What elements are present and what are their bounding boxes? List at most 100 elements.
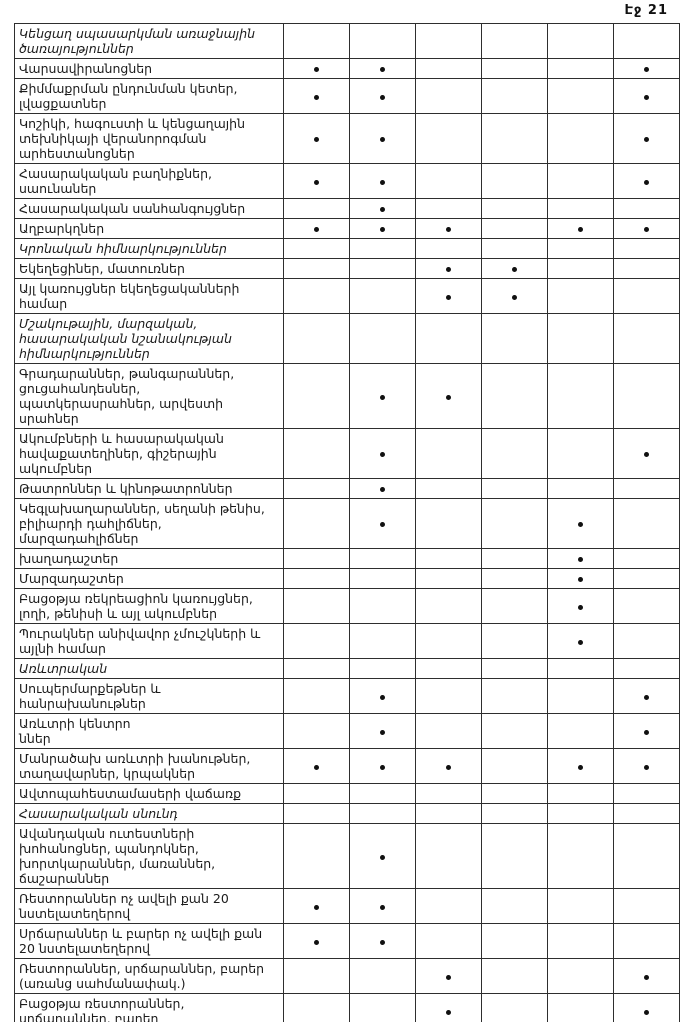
dot-cell <box>547 238 614 259</box>
bullet-dot <box>644 179 649 185</box>
row-label: խաղադաշտեր <box>14 548 284 569</box>
dot-cell <box>283 748 350 784</box>
dot-cell <box>481 478 548 499</box>
dot-cell <box>415 678 482 714</box>
dot-cell <box>349 478 416 499</box>
dot-cell <box>481 568 548 589</box>
dot-cell <box>481 823 548 889</box>
dot-cell <box>613 113 680 164</box>
table-row: Առևտրական <box>14 658 680 679</box>
dot-cell <box>349 278 416 314</box>
row-label: Այլ կառույցներ եկեղեցականների համար <box>14 278 284 314</box>
dot-cell <box>349 313 416 364</box>
dot-cell <box>349 658 416 679</box>
table-row: Բացօթյա ռեկրեացիոն կառույցներ, լողի, թեն… <box>14 588 680 624</box>
dot-cell <box>481 58 548 79</box>
table-row: Ավանդական ուտեստների խոհանոցներ, պանդոկն… <box>14 823 680 889</box>
bullet-dot <box>314 904 319 910</box>
dot-cell <box>415 198 482 219</box>
table-row: Հասարակական սանհանգույցներ <box>14 198 680 219</box>
bullet-dot <box>644 974 649 980</box>
dot-cell <box>349 23 416 59</box>
table-row: Վարսավիրանոցներ <box>14 58 680 79</box>
dot-cell <box>547 113 614 164</box>
bullet-dot <box>314 179 319 185</box>
bullet-dot <box>578 577 583 582</box>
table-row: Կրոնական հիմնարկություններ <box>14 238 680 259</box>
dot-cell <box>349 78 416 114</box>
row-label: Թատրոններ և կինոթատրոններ <box>14 478 284 499</box>
bullet-dot <box>644 227 649 232</box>
dot-cell <box>547 428 614 479</box>
dot-cell <box>547 678 614 714</box>
dot-cell <box>349 783 416 804</box>
table-row: Եկեղեցիներ, մատուռներ <box>14 258 680 279</box>
row-label: Կոշիկի, հագուստի և կենցաղային տեխնիկայի … <box>14 113 284 164</box>
dot-cell <box>481 278 548 314</box>
bullet-dot <box>380 729 385 735</box>
dot-cell <box>283 113 350 164</box>
bullet-dot <box>380 764 385 770</box>
dot-cell <box>481 313 548 364</box>
dot-cell <box>283 993 350 1022</box>
row-label: Վարսավիրանոցներ <box>14 58 284 79</box>
dot-cell <box>613 623 680 659</box>
row-label: Կրոնական հիմնարկություններ <box>14 238 284 259</box>
table-row: Սուպերմարքեթներ և հանրախանութներ <box>14 678 680 714</box>
dot-cell <box>613 993 680 1022</box>
dot-cell <box>415 163 482 199</box>
dot-cell <box>613 678 680 714</box>
row-label: Կենցաղ սպասարկման առաջնային ծառայություն… <box>14 23 284 59</box>
dot-cell <box>283 258 350 279</box>
dot-cell <box>415 78 482 114</box>
dot-cell <box>349 498 416 549</box>
dot-cell <box>547 658 614 679</box>
bullet-dot <box>380 94 385 100</box>
dot-cell <box>547 548 614 569</box>
dot-cell <box>415 238 482 259</box>
dot-cell <box>283 713 350 749</box>
dot-cell <box>547 783 614 804</box>
table-row: խաղադաշտեր <box>14 548 680 569</box>
dot-cell <box>283 588 350 624</box>
row-label: Սուպերմարքեթներ և հանրախանութներ <box>14 678 284 714</box>
dot-cell <box>613 258 680 279</box>
bullet-dot <box>380 137 385 142</box>
dot-cell <box>481 113 548 164</box>
dot-cell <box>349 958 416 994</box>
bullet-dot <box>380 694 385 700</box>
table-row: Ակումբների և հասարակական հավաքատեղիներ, … <box>14 428 680 479</box>
bullet-dot <box>380 207 385 212</box>
dot-cell <box>481 588 548 624</box>
dot-cell <box>481 23 548 59</box>
table-row: Առևտրի կենտրո ններ <box>14 713 680 749</box>
dot-cell <box>613 658 680 679</box>
row-label: Առևտրի կենտրո ններ <box>14 713 284 749</box>
dot-cell <box>547 198 614 219</box>
bullet-dot <box>578 604 583 610</box>
dot-cell <box>481 803 548 824</box>
dot-cell <box>349 58 416 79</box>
bullet-dot <box>314 67 319 72</box>
table-row: Կենցաղ սպասարկման առաջնային ծառայություն… <box>14 23 680 59</box>
dot-cell <box>481 658 548 679</box>
dot-cell <box>613 163 680 199</box>
dot-cell <box>349 713 416 749</box>
table-row: Մանրածախ առևտրի խանութներ, տաղավարներ, կ… <box>14 748 680 784</box>
dot-cell <box>613 498 680 549</box>
bullet-dot <box>446 294 451 300</box>
dot-cell <box>415 588 482 624</box>
dot-cell <box>481 748 548 784</box>
bullet-dot <box>446 764 451 770</box>
row-label: Պուրակներ անիվավոր չմուշկների և այլնի հա… <box>14 623 284 659</box>
bullet-dot <box>446 227 451 232</box>
dot-cell <box>415 623 482 659</box>
table-row: Թատրոններ և կինոթատրոններ <box>14 478 680 499</box>
row-label: Ավանդական ուտեստների խոհանոցներ, պանդոկն… <box>14 823 284 889</box>
dot-cell <box>547 993 614 1022</box>
dot-cell <box>349 238 416 259</box>
dot-cell <box>613 78 680 114</box>
dot-cell <box>613 748 680 784</box>
dot-cell <box>283 958 350 994</box>
table-row: Կեգլախաղարաններ, սեղանի թենիս, բիլիարդի … <box>14 498 680 549</box>
